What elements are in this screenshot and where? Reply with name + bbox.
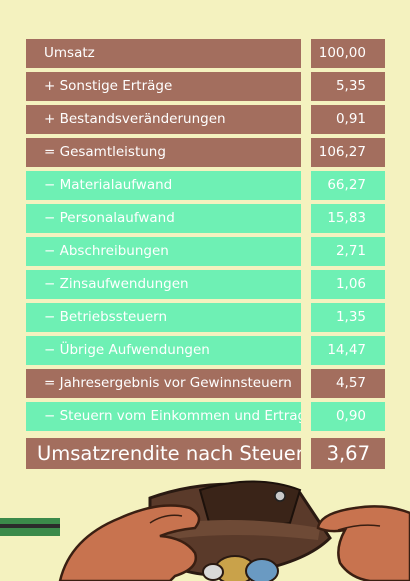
row-label-betriebssteuern: − Betriebssteuern bbox=[26, 303, 301, 332]
result-label: Umsatzrendite nach Steuern bbox=[26, 438, 301, 469]
row-label-steuern: − Steuern vom Einkommen und Ertrag bbox=[26, 402, 301, 431]
coin-icon bbox=[202, 555, 279, 581]
row-value-umsatz: 100,00 bbox=[311, 39, 385, 68]
hand-icon bbox=[58, 504, 201, 581]
row-value-materialaufwand: 66,27 bbox=[311, 171, 385, 200]
row-label-umsatz: Umsatz bbox=[26, 39, 301, 68]
row-value-uebrige-aufwendungen: 14,47 bbox=[311, 336, 385, 365]
row-value-steuern: 0,90 bbox=[311, 402, 385, 431]
row-value-betriebssteuern: 1,35 bbox=[311, 303, 385, 332]
row-label-sonstige-ertraege: + Sonstige Erträge bbox=[26, 72, 301, 101]
row-value-gesamtleistung: 106,27 bbox=[311, 138, 385, 167]
row-value-zinsaufwendungen: 1,06 bbox=[311, 270, 385, 299]
hand-icon-right bbox=[316, 505, 410, 581]
wallet-illustration bbox=[0, 480, 410, 581]
row-label-materialaufwand: − Materialaufwand bbox=[26, 171, 301, 200]
row-value-jahresergebnis: 4,57 bbox=[311, 369, 385, 398]
row-label-bestandsveraenderungen: + Bestandsveränderungen bbox=[26, 105, 301, 134]
card-icon bbox=[0, 518, 60, 536]
row-label-personalaufwand: − Personalaufwand bbox=[26, 204, 301, 233]
row-value-abschreibungen: 2,71 bbox=[311, 237, 385, 266]
row-value-sonstige-ertraege: 5,35 bbox=[311, 72, 385, 101]
row-label-abschreibungen: − Abschreibungen bbox=[26, 237, 301, 266]
result-value: 3,67 bbox=[311, 438, 385, 469]
row-label-zinsaufwendungen: − Zinsaufwendungen bbox=[26, 270, 301, 299]
row-label-uebrige-aufwendungen: − Übrige Aufwendungen bbox=[26, 336, 301, 365]
row-value-bestandsveraenderungen: 0,91 bbox=[311, 105, 385, 134]
row-label-jahresergebnis: = Jahresergebnis vor Gewinnsteuern bbox=[26, 369, 301, 398]
row-value-personalaufwand: 15,83 bbox=[311, 204, 385, 233]
row-label-gesamtleistung: = Gesamtleistung bbox=[26, 138, 301, 167]
